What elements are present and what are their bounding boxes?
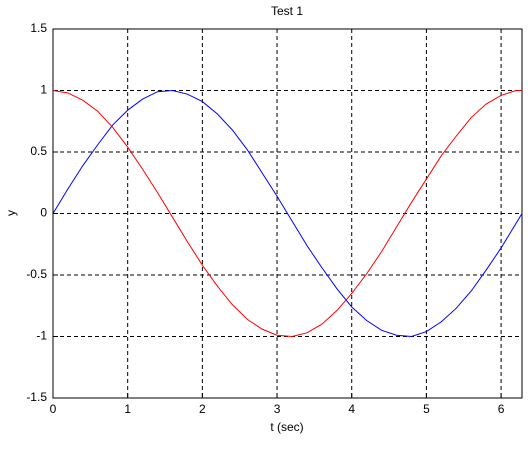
y-axis-label: y: [4, 210, 18, 216]
y-tick-label: -0.5: [26, 267, 47, 281]
x-tick-label: 1: [124, 402, 131, 416]
x-tick-label: 3: [274, 402, 281, 416]
line-series: [52, 90, 522, 338]
x-tick-label: 5: [423, 402, 430, 416]
y-tick-label: -1: [36, 329, 47, 343]
chart-title: Test 1: [271, 4, 303, 18]
x-tick-label: 2: [199, 402, 206, 416]
x-tick-label: 6: [498, 402, 505, 416]
x-tick-label: 4: [348, 402, 355, 416]
y-tick-label: 1.5: [30, 21, 47, 35]
y-tick-label: 0.5: [30, 144, 47, 158]
y-tick-label: -1.5: [26, 390, 47, 404]
y-tick-label: 1: [40, 83, 47, 97]
line-series: [52, 89, 523, 338]
x-tick-label: 0: [50, 402, 57, 416]
x-axis-label: t (sec): [270, 420, 303, 434]
y-tick-label: 0: [40, 206, 47, 220]
